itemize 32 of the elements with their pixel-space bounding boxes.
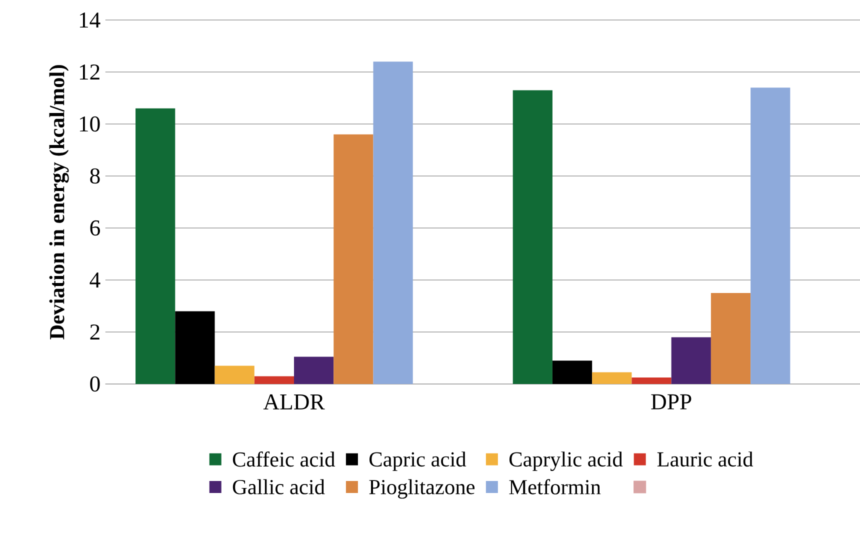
bar (512, 90, 552, 384)
x-tick-label: DPP (651, 394, 692, 410)
bar (552, 360, 592, 384)
legend-label: Lauric acid (657, 452, 754, 467)
bar (671, 337, 711, 384)
y-tick-label: 12 (80, 64, 100, 80)
y-tick-label: 2 (90, 324, 100, 340)
bar (632, 377, 672, 384)
legend-label: Gallic acid (232, 479, 325, 494)
y-tick-label: 14 (80, 12, 100, 28)
y-tick-label: 6 (90, 220, 100, 236)
x-tick-label: ALDR (263, 394, 325, 410)
legend-label: Caffeic acid (232, 451, 336, 467)
bar (334, 134, 374, 384)
y-tick-label: 4 (90, 272, 100, 288)
bar (214, 366, 254, 384)
bar (136, 108, 176, 384)
legend-label: Metformin (509, 479, 601, 494)
bar (373, 62, 413, 384)
y-axis-title: Deviation in energy (kcal/mol) (49, 65, 69, 340)
bar (294, 356, 334, 384)
y-tick-label: 8 (90, 168, 100, 184)
bar (750, 88, 790, 384)
legend-label: Pioglitazone (369, 479, 475, 499)
bar (592, 372, 632, 384)
y-tick-label: 0 (90, 376, 100, 392)
bar (175, 311, 215, 384)
bar (254, 376, 294, 384)
legend-label: Caprylic acid (509, 452, 623, 471)
y-tick-label: 10 (80, 116, 100, 132)
legend-label: Capric acid (369, 452, 466, 471)
bar (710, 292, 751, 384)
